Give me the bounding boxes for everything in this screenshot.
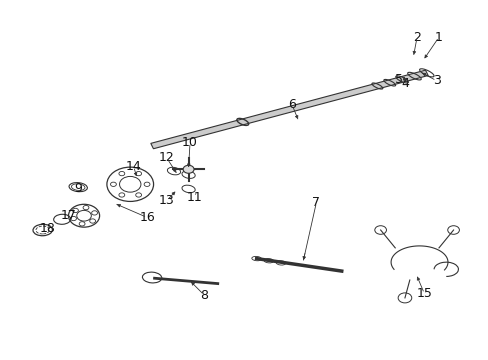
Text: 12: 12	[159, 151, 174, 165]
Text: 18: 18	[40, 222, 56, 235]
Text: 8: 8	[200, 288, 208, 302]
Text: 14: 14	[125, 160, 141, 173]
Circle shape	[183, 165, 194, 173]
Text: 2: 2	[412, 31, 420, 44]
Polygon shape	[150, 70, 427, 149]
Text: 9: 9	[74, 183, 82, 195]
Text: 13: 13	[159, 194, 174, 207]
Text: 3: 3	[432, 74, 440, 87]
Text: 15: 15	[416, 287, 431, 300]
Text: 17: 17	[61, 209, 76, 222]
Text: 4: 4	[400, 77, 408, 90]
Text: 7: 7	[312, 195, 320, 209]
Text: 5: 5	[394, 73, 402, 86]
Text: 1: 1	[434, 31, 442, 44]
Text: 11: 11	[186, 191, 203, 204]
Text: 6: 6	[287, 99, 295, 112]
Text: 16: 16	[139, 211, 155, 224]
Text: 10: 10	[182, 136, 198, 149]
